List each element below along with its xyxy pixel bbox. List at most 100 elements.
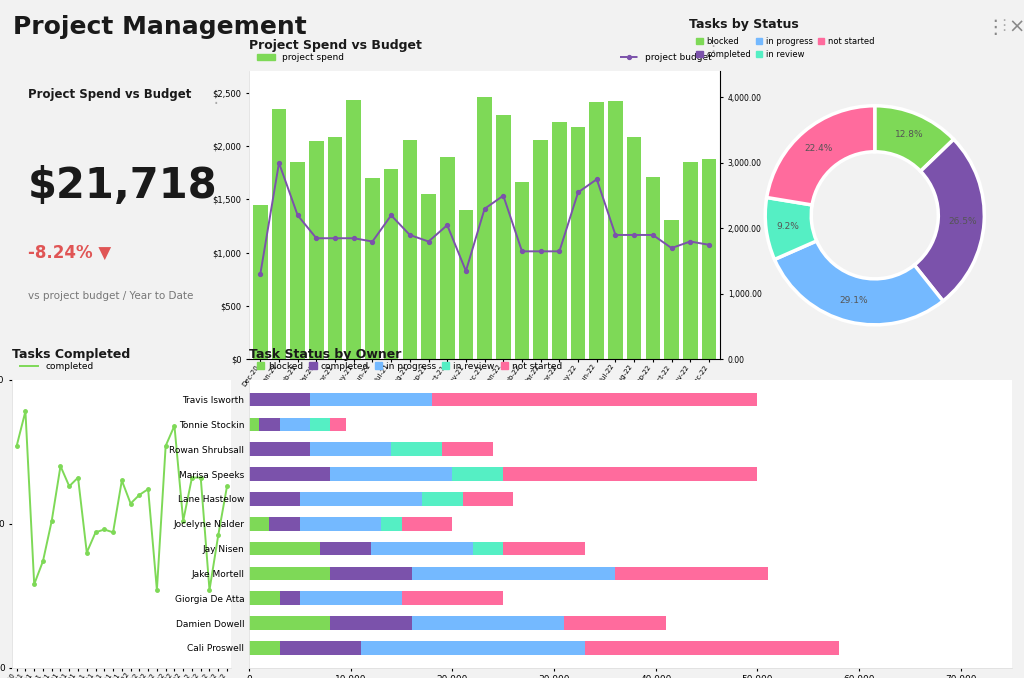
- Legend: blocked, completed, in progress, in review, not started: blocked, completed, in progress, in revi…: [254, 358, 565, 374]
- Bar: [259, 418, 280, 431]
- Wedge shape: [874, 106, 953, 172]
- Bar: [503, 542, 585, 555]
- Text: Tasks Completed: Tasks Completed: [12, 348, 130, 361]
- Bar: [473, 542, 503, 555]
- Bar: [645, 177, 660, 359]
- Bar: [627, 138, 641, 359]
- Bar: [608, 101, 623, 359]
- Bar: [249, 616, 331, 630]
- Bar: [291, 162, 305, 359]
- Bar: [477, 97, 492, 359]
- Bar: [701, 159, 716, 359]
- Bar: [331, 467, 453, 481]
- Bar: [585, 641, 839, 655]
- Bar: [331, 616, 412, 630]
- Bar: [371, 542, 473, 555]
- Bar: [249, 393, 310, 406]
- Text: ⋮: ⋮: [706, 39, 721, 54]
- Bar: [421, 194, 436, 359]
- Bar: [534, 140, 548, 359]
- Bar: [564, 616, 666, 630]
- Bar: [366, 178, 380, 359]
- Bar: [249, 641, 280, 655]
- Bar: [249, 591, 280, 605]
- Bar: [271, 108, 287, 359]
- Bar: [391, 442, 442, 456]
- Bar: [570, 127, 586, 359]
- Bar: [615, 567, 768, 580]
- Bar: [590, 102, 604, 359]
- Bar: [280, 591, 300, 605]
- Wedge shape: [765, 197, 816, 260]
- Text: $21,718: $21,718: [28, 165, 217, 207]
- Bar: [331, 418, 346, 431]
- Bar: [401, 591, 503, 605]
- Bar: [432, 393, 758, 406]
- Bar: [269, 517, 300, 531]
- Text: 29.1%: 29.1%: [840, 296, 868, 305]
- Wedge shape: [774, 241, 943, 325]
- Bar: [310, 393, 432, 406]
- Bar: [300, 517, 381, 531]
- Text: Project Spend vs Budget: Project Spend vs Budget: [249, 39, 422, 52]
- Bar: [249, 517, 269, 531]
- Legend: project budget: project budget: [616, 49, 716, 66]
- Bar: [412, 616, 564, 630]
- Bar: [401, 517, 453, 531]
- Bar: [360, 641, 585, 655]
- Bar: [310, 418, 331, 431]
- Text: ⋮: ⋮: [208, 89, 224, 106]
- Bar: [249, 492, 300, 506]
- Bar: [440, 157, 455, 359]
- Text: vs project budget / Year to Date: vs project budget / Year to Date: [28, 291, 193, 301]
- Text: 22.4%: 22.4%: [804, 144, 833, 153]
- Bar: [459, 210, 473, 359]
- Text: Project Spend vs Budget: Project Spend vs Budget: [28, 89, 191, 102]
- Bar: [249, 467, 331, 481]
- Text: ⋮: ⋮: [985, 18, 1005, 37]
- Bar: [552, 123, 566, 359]
- Bar: [412, 567, 615, 580]
- Wedge shape: [914, 139, 984, 301]
- Bar: [422, 492, 463, 506]
- Text: ×: ×: [1009, 18, 1024, 37]
- Bar: [309, 140, 324, 359]
- Bar: [249, 567, 331, 580]
- Bar: [300, 492, 422, 506]
- Bar: [453, 467, 503, 481]
- Bar: [280, 418, 310, 431]
- Text: -8.24% ▼: -8.24% ▼: [28, 244, 111, 262]
- Legend: project spend: project spend: [254, 49, 348, 66]
- Bar: [310, 442, 391, 456]
- Bar: [321, 542, 371, 555]
- Bar: [381, 517, 401, 531]
- Bar: [503, 467, 758, 481]
- Bar: [249, 442, 310, 456]
- Bar: [253, 205, 267, 359]
- Text: 26.5%: 26.5%: [948, 216, 977, 226]
- Bar: [463, 492, 513, 506]
- Bar: [402, 140, 417, 359]
- Bar: [249, 418, 259, 431]
- Bar: [346, 100, 361, 359]
- Bar: [384, 170, 398, 359]
- Text: ⋮: ⋮: [996, 18, 1011, 33]
- Bar: [683, 162, 697, 359]
- Text: 12.8%: 12.8%: [895, 130, 924, 139]
- Bar: [496, 115, 511, 359]
- Bar: [515, 182, 529, 359]
- Text: Task Status by Owner: Task Status by Owner: [249, 348, 401, 361]
- Legend: blocked, completed, in progress, in review, not started: blocked, completed, in progress, in revi…: [692, 33, 878, 62]
- Bar: [280, 641, 360, 655]
- Bar: [300, 591, 401, 605]
- Text: 9.2%: 9.2%: [776, 222, 800, 231]
- Bar: [665, 220, 679, 359]
- Bar: [249, 542, 321, 555]
- Bar: [442, 442, 494, 456]
- Wedge shape: [767, 106, 874, 205]
- Text: Project Management: Project Management: [13, 16, 307, 39]
- Bar: [328, 138, 342, 359]
- Legend: completed: completed: [16, 358, 97, 374]
- Bar: [331, 567, 412, 580]
- Text: Tasks by Status: Tasks by Status: [688, 18, 799, 31]
